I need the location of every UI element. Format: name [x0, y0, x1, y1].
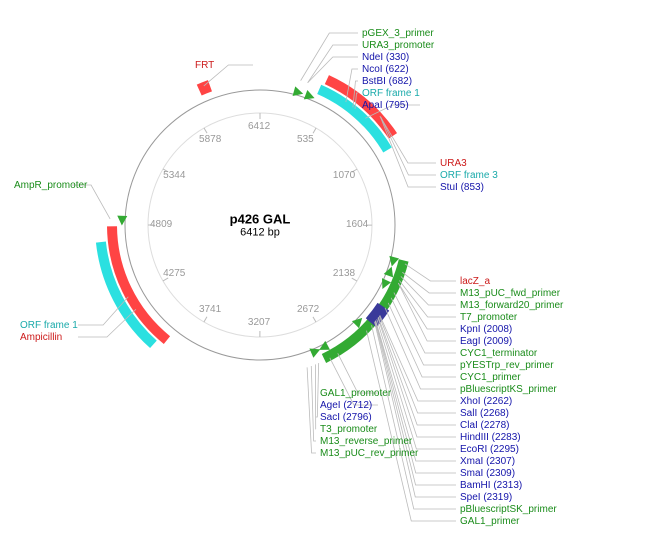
feature-label: XmaI (2307) — [460, 456, 515, 468]
feature-label: AgeI (2712) — [320, 400, 372, 412]
tick-label: 2138 — [333, 268, 355, 279]
tick-label: 4809 — [150, 219, 172, 230]
feature-label: BstBI (682) — [362, 76, 412, 88]
tick-label: 4275 — [163, 268, 185, 279]
feature-label: SpeI (2319) — [460, 492, 512, 504]
feature-label: AmpR_promoter — [14, 180, 87, 192]
feature-label: M13_pUC_fwd_primer — [460, 288, 560, 300]
feature-label: KpnI (2008) — [460, 324, 512, 336]
feature-label: HindIII (2283) — [460, 432, 521, 444]
feature-label: EagI (2009) — [460, 336, 512, 348]
feature-label: StuI (853) — [440, 182, 484, 194]
feature-label: lacZ_a — [460, 276, 490, 288]
tick-label: 1604 — [346, 219, 368, 230]
feature-label: SmaI (2309) — [460, 468, 515, 480]
feature-label: M13_pUC_rev_primer — [320, 448, 418, 460]
plasmid-size: 6412 bp — [230, 227, 291, 239]
feature-label: pGEX_3_primer — [362, 28, 434, 40]
feature-label: pBluescriptKS_primer — [460, 384, 557, 396]
feature-label: CYC1_primer — [460, 372, 521, 384]
feature-label: GAL1_primer — [460, 516, 519, 528]
feature-label: EcoRI (2295) — [460, 444, 519, 456]
tick-label: 535 — [297, 134, 314, 145]
feature-label: URA3_promoter — [362, 40, 434, 52]
feature-label: FRT — [195, 60, 214, 72]
feature-label: XhoI (2262) — [460, 396, 512, 408]
feature-label: NdeI (330) — [362, 52, 409, 64]
feature-label: T3_promoter — [320, 424, 377, 436]
feature-label: SacI (2796) — [320, 412, 372, 424]
feature-label: SalI (2268) — [460, 408, 509, 420]
feature-label: URA3 — [440, 158, 467, 170]
tick-label: 2672 — [297, 304, 319, 315]
tick-label: 5344 — [163, 170, 185, 181]
feature-label: CYC1_terminator — [460, 348, 537, 360]
feature-label: ORF frame 1 — [362, 88, 420, 100]
feature-label: ORF frame 3 — [440, 170, 498, 182]
feature-label: Ampicillin — [20, 332, 62, 344]
feature-label: pBluescriptSK_primer — [460, 504, 557, 516]
feature-label: M13_reverse_primer — [320, 436, 412, 448]
tick-label: 1070 — [333, 170, 355, 181]
tick-label: 3207 — [248, 317, 270, 328]
tick-label: 6412 — [248, 121, 270, 132]
feature-label: GAL1_promoter — [320, 388, 391, 400]
tick-label: 5878 — [199, 134, 221, 145]
plasmid-map — [0, 0, 660, 554]
plasmid-name: p426 GAL — [230, 212, 291, 227]
feature-label: NcoI (622) — [362, 64, 409, 76]
feature-label: BamHI (2313) — [460, 480, 522, 492]
feature-label: ApaI (795) — [362, 100, 409, 112]
feature-label: M13_forward20_primer — [460, 300, 563, 312]
feature-label: T7_promoter — [460, 312, 517, 324]
tick-label: 3741 — [199, 304, 221, 315]
feature-label: pYESTrp_rev_primer — [460, 360, 554, 372]
feature-label: ClaI (2278) — [460, 420, 509, 432]
plasmid-title: p426 GAL 6412 bp — [230, 212, 291, 239]
feature-label: ORF frame 1 — [20, 320, 78, 332]
